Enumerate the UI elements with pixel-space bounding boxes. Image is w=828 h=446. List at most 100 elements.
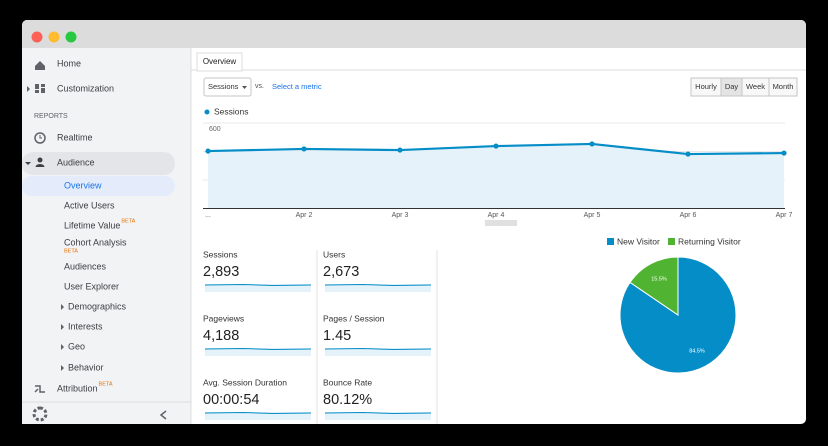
nav-item[interactable]: Attribution — [57, 383, 98, 393]
sidebar — [22, 48, 191, 424]
nav-item[interactable]: Behavior — [68, 362, 104, 372]
nav-item[interactable]: Interests — [68, 321, 103, 331]
overview-highlight — [22, 176, 175, 196]
maximize-button[interactable] — [65, 31, 77, 43]
pie-label: 15.5% — [651, 277, 667, 283]
metric-dropdown-label[interactable]: Sessions — [208, 82, 239, 91]
expand-arrow[interactable] — [61, 365, 64, 371]
customization-icon — [35, 84, 45, 93]
legend-swatch — [607, 238, 614, 245]
audience-icon-body — [35, 164, 45, 167]
data-point — [685, 151, 691, 157]
range-button-label[interactable]: Week — [746, 82, 765, 91]
y-tick-label: 600 — [209, 126, 221, 133]
sparkline-area — [205, 412, 311, 420]
sparkline — [324, 411, 432, 415]
expand-arrow[interactable] — [61, 344, 64, 350]
realtime-icon-hands — [39, 135, 42, 139]
sparkline — [324, 283, 432, 287]
legend-label: Sessions — [214, 106, 249, 116]
nav-item[interactable]: Overview — [64, 180, 102, 190]
nav-item[interactable]: Home — [57, 58, 81, 68]
tab[interactable] — [196, 52, 243, 72]
x-tick-label: ... — [205, 212, 211, 219]
range-button[interactable] — [768, 77, 798, 97]
realtime-icon — [34, 132, 46, 144]
collapse-arrow[interactable] — [25, 162, 31, 165]
dropdown-arrow — [242, 86, 247, 89]
metric-label: Bounce Rate — [323, 377, 372, 387]
minimize-button[interactable] — [48, 31, 60, 43]
range-button-label[interactable]: Hourly — [695, 82, 717, 91]
x-tick-label: Apr 4 — [488, 212, 505, 219]
tab-label[interactable]: Overview — [203, 57, 237, 66]
metric-value: 2,893 — [203, 264, 239, 280]
expand-arrow[interactable] — [61, 304, 64, 310]
collapse-icon[interactable] — [159, 410, 167, 420]
attribution-icon — [34, 385, 45, 393]
pie-label: 84.5% — [689, 348, 705, 354]
nav-item[interactable]: Realtime — [57, 132, 93, 142]
nav-item[interactable]: Demographics — [68, 301, 127, 311]
expand-arrow[interactable] — [61, 324, 64, 330]
nav-item[interactable]: Audiences — [64, 261, 107, 271]
nav-item[interactable]: Cohort Analysis — [64, 237, 127, 247]
vs-label: vs. — [255, 83, 264, 90]
metric-value: 1.45 — [323, 328, 351, 344]
sparkline-area — [325, 348, 431, 356]
sparkline-area — [205, 284, 311, 292]
audience-icon — [37, 157, 43, 163]
x-tick-label: Apr 3 — [392, 212, 409, 219]
select-metric-link[interactable]: Select a metric — [272, 82, 322, 91]
nav-item[interactable]: Geo — [68, 341, 85, 351]
sparkline-area — [205, 348, 311, 356]
nav-item[interactable]: Customization — [57, 83, 114, 93]
legend-label: New Visitor — [617, 236, 660, 246]
range-button-label[interactable]: Day — [725, 82, 739, 91]
beta-badge: BETA — [64, 248, 78, 254]
data-point — [205, 148, 211, 154]
metric-value: 00:00:54 — [203, 392, 259, 408]
data-point — [781, 150, 787, 156]
legend-label: Returning Visitor — [678, 236, 741, 246]
section-header: REPORTS — [34, 113, 68, 120]
metric-label: Avg. Session Duration — [203, 377, 287, 387]
title-bar — [22, 20, 806, 48]
metric-label: Sessions — [203, 249, 238, 259]
data-point — [493, 143, 499, 149]
audience-highlight — [22, 152, 175, 175]
sparkline — [324, 347, 432, 351]
metric-dropdown[interactable] — [203, 77, 252, 97]
chart-resize-handle[interactable] — [485, 220, 517, 226]
settings-icon[interactable] — [32, 406, 48, 422]
pie-slice — [629, 256, 679, 316]
x-tick-label: Apr 5 — [584, 212, 601, 219]
sparkline — [204, 347, 312, 351]
nav-item[interactable]: Active Users — [64, 200, 115, 210]
x-tick-label: Apr 2 — [296, 212, 313, 219]
sparkline-area — [325, 412, 431, 420]
beta-badge: BETA — [121, 218, 135, 224]
close-button[interactable] — [31, 31, 43, 43]
legend-marker — [204, 109, 210, 115]
nav-item[interactable]: Audience — [57, 157, 95, 167]
data-point — [589, 141, 595, 147]
sparkline-area — [325, 284, 431, 292]
metric-value: 80.12% — [323, 392, 372, 408]
nav-item[interactable]: User Explorer — [64, 281, 119, 291]
x-tick-label: Apr 6 — [680, 212, 697, 219]
beta-badge: BETA — [99, 381, 113, 387]
metric-value: 4,188 — [203, 328, 239, 344]
metric-label: Pages / Session — [323, 313, 385, 323]
data-point — [301, 146, 307, 152]
expand-arrow[interactable] — [27, 86, 30, 92]
sessions-area — [208, 143, 784, 209]
sparkline — [204, 283, 312, 287]
x-tick-label: Apr 7 — [776, 212, 793, 219]
range-button-label[interactable]: Month — [773, 82, 794, 91]
nav-item[interactable]: Lifetime Value — [64, 220, 120, 230]
metric-label: Users — [323, 249, 345, 259]
window — [22, 20, 806, 424]
home-icon — [35, 61, 45, 70]
